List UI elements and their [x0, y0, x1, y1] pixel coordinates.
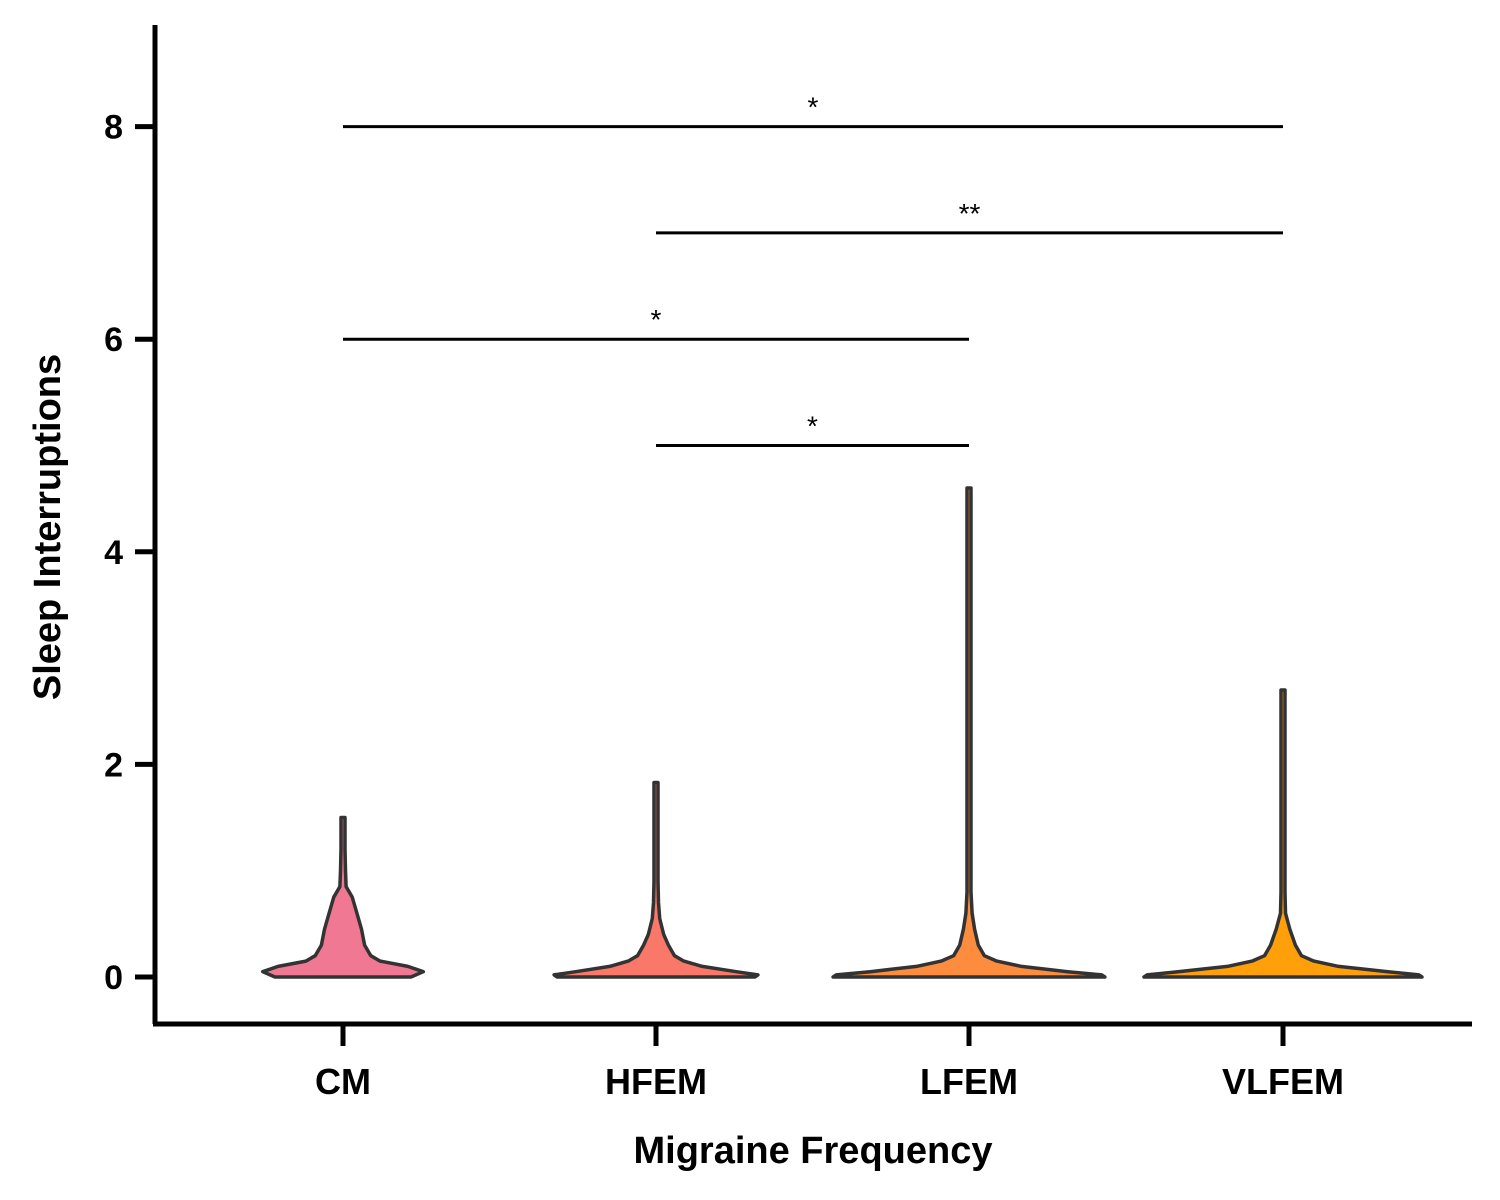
x-tick-label-hfem: HFEM [605, 1061, 707, 1102]
violin-layer [260, 486, 1424, 979]
violin-vlfem [1142, 688, 1424, 979]
y-tick-label-0: 0 [104, 959, 123, 997]
x-tick-label-lfem: LFEM [920, 1061, 1018, 1102]
x-axis-title: Migraine Frequency [634, 1130, 993, 1172]
violin-cm [260, 815, 426, 979]
significance-label-hfem-lfem: * [807, 411, 818, 442]
significance-label-hfem-vlfem: ** [959, 198, 981, 229]
y-tick-label-2: 2 [104, 746, 123, 784]
axes-layer: 0 2 4 6 8 CM HFEM LFEM VLFEM [104, 25, 1472, 1102]
significance-label-cm-vlfem: * [808, 92, 819, 123]
significance-label-cm-lfem: * [651, 304, 662, 335]
x-tick-label-cm: CM [315, 1061, 371, 1102]
y-axis-title: Sleep Interruptions [27, 354, 69, 700]
y-tick-label-4: 4 [104, 534, 123, 572]
violin-lfem [831, 486, 1107, 979]
x-tick-label-vlfem: VLFEM [1222, 1061, 1344, 1102]
significance-layer: ***** [343, 92, 1283, 447]
y-tick-label-6: 6 [104, 321, 123, 359]
violin-hfem [552, 780, 760, 979]
y-tick-label-8: 8 [104, 109, 123, 147]
